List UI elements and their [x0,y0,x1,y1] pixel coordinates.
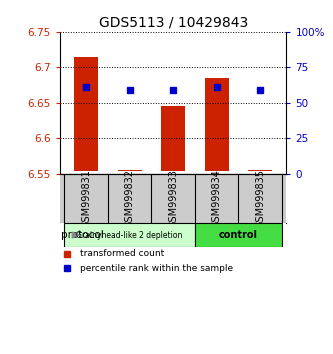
Text: GSM999832: GSM999832 [125,169,135,228]
Bar [74,57,98,171]
Text: GSM999834: GSM999834 [212,169,222,228]
Text: protocol: protocol [61,230,104,240]
Text: GSM999833: GSM999833 [168,169,178,228]
Bar [118,170,142,171]
Bar [161,107,185,171]
Text: control: control [219,230,258,240]
Bar [248,170,272,171]
Title: GDS5113 / 10429843: GDS5113 / 10429843 [99,15,248,29]
Text: GSM999831: GSM999831 [81,169,91,228]
Bar [205,78,229,171]
Text: transformed count: transformed count [80,249,165,258]
FancyBboxPatch shape [195,223,282,247]
Text: Grainyhead-like 2 depletion: Grainyhead-like 2 depletion [77,230,183,240]
FancyBboxPatch shape [64,223,195,247]
Text: percentile rank within the sample: percentile rank within the sample [80,263,233,273]
Text: GSM999835: GSM999835 [255,169,265,228]
